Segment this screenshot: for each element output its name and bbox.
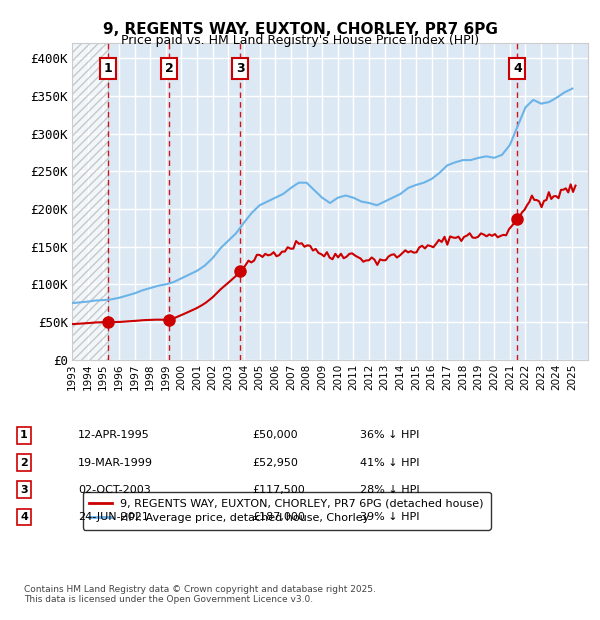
Text: £50,000: £50,000 — [252, 430, 298, 440]
Text: £117,500: £117,500 — [252, 485, 305, 495]
Text: 02-OCT-2003: 02-OCT-2003 — [78, 485, 151, 495]
Text: 39% ↓ HPI: 39% ↓ HPI — [360, 512, 419, 522]
Text: 4: 4 — [20, 512, 28, 522]
Text: 9, REGENTS WAY, EUXTON, CHORLEY, PR7 6PG: 9, REGENTS WAY, EUXTON, CHORLEY, PR7 6PG — [103, 22, 497, 37]
Text: £52,950: £52,950 — [252, 458, 298, 467]
Text: 4: 4 — [513, 62, 521, 75]
Text: 36% ↓ HPI: 36% ↓ HPI — [360, 430, 419, 440]
Text: Contains HM Land Registry data © Crown copyright and database right 2025.
This d: Contains HM Land Registry data © Crown c… — [24, 585, 376, 604]
Text: 2: 2 — [165, 62, 173, 75]
Text: 1: 1 — [103, 62, 112, 75]
Bar — [72, 43, 108, 360]
Text: 12-APR-1995: 12-APR-1995 — [78, 430, 150, 440]
Text: 1: 1 — [20, 430, 28, 440]
Text: 24-JUN-2021: 24-JUN-2021 — [78, 512, 149, 522]
Text: £187,000: £187,000 — [252, 512, 305, 522]
Legend: 9, REGENTS WAY, EUXTON, CHORLEY, PR7 6PG (detached house), HPI: Average price, d: 9, REGENTS WAY, EUXTON, CHORLEY, PR7 6PG… — [83, 492, 491, 529]
Text: 3: 3 — [20, 485, 28, 495]
Text: Price paid vs. HM Land Registry's House Price Index (HPI): Price paid vs. HM Land Registry's House … — [121, 34, 479, 47]
Text: 41% ↓ HPI: 41% ↓ HPI — [360, 458, 419, 467]
Text: 28% ↓ HPI: 28% ↓ HPI — [360, 485, 419, 495]
Text: 19-MAR-1999: 19-MAR-1999 — [78, 458, 153, 467]
Text: 3: 3 — [236, 62, 244, 75]
Text: 2: 2 — [20, 458, 28, 467]
